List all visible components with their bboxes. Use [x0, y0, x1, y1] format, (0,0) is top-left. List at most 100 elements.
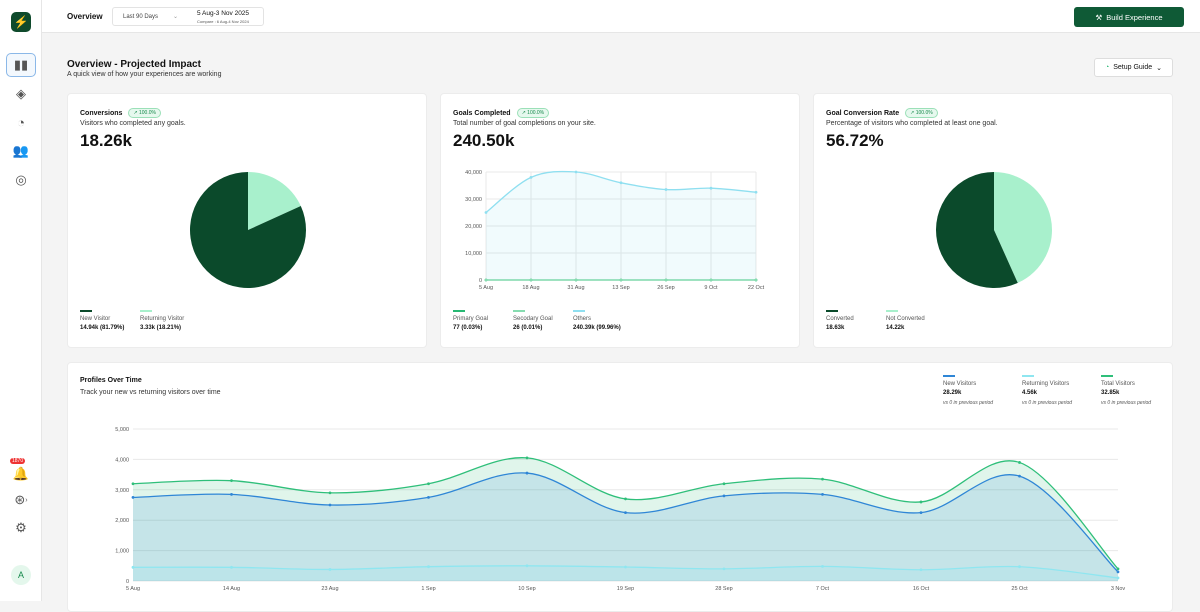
x-tick-label: 26 Sep: [657, 285, 674, 291]
data-point[interactable]: [755, 191, 758, 194]
data-point[interactable]: [427, 482, 430, 485]
data-point[interactable]: [920, 511, 923, 514]
data-point[interactable]: [624, 498, 627, 501]
x-tick-label: 16 Oct: [913, 586, 930, 592]
data-point[interactable]: [329, 504, 332, 507]
x-tick-label: 3 Nov: [1111, 586, 1126, 592]
data-point[interactable]: [230, 493, 233, 496]
target-icon[interactable]: ◎: [6, 168, 36, 192]
data-point[interactable]: [723, 494, 726, 497]
progress-icon: ◔: [1105, 64, 1109, 71]
x-tick-label: 1 Sep: [421, 586, 435, 592]
legend-label: Not Converted: [886, 316, 925, 322]
data-point[interactable]: [723, 567, 726, 570]
data-point[interactable]: [620, 279, 623, 282]
data-point[interactable]: [755, 279, 758, 282]
data-point[interactable]: [920, 501, 923, 504]
data-point[interactable]: [485, 279, 488, 282]
x-tick-label: 13 Sep: [612, 285, 629, 291]
legend-swatch: [140, 310, 152, 312]
legend-swatch: [886, 310, 898, 312]
data-point[interactable]: [575, 279, 578, 282]
legend-label: Secodary Goal: [513, 316, 553, 322]
y-tick-label: 4,000: [115, 457, 129, 463]
data-point[interactable]: [821, 478, 824, 481]
data-point[interactable]: [665, 188, 668, 191]
legend-value: 26 (0.01%): [513, 325, 553, 331]
data-point[interactable]: [132, 566, 135, 569]
data-point[interactable]: [526, 456, 529, 459]
x-tick-label: 7 Oct: [816, 586, 830, 592]
legend-swatch: [513, 310, 525, 312]
data-point[interactable]: [427, 496, 430, 499]
y-tick-label: 30,000: [465, 197, 482, 203]
data-point[interactable]: [624, 566, 627, 569]
analytics-icon[interactable]: ▮▮: [6, 53, 36, 77]
y-tick-label: 5,000: [115, 427, 129, 433]
bell-icon[interactable]: 🔔1870: [6, 462, 36, 486]
data-point[interactable]: [821, 565, 824, 568]
build-experience-button[interactable]: ⚒Build Experience: [1074, 7, 1184, 27]
data-point[interactable]: [710, 187, 713, 190]
x-tick-label: 22 Oct: [748, 285, 765, 291]
legend-label: Converted: [826, 316, 854, 322]
data-point[interactable]: [723, 482, 726, 485]
data-point[interactable]: [526, 564, 529, 567]
data-point[interactable]: [485, 211, 488, 214]
card-chart: [814, 94, 1174, 304]
legend-value: 77 (0.03%): [453, 325, 488, 331]
data-point[interactable]: [526, 472, 529, 475]
data-point[interactable]: [427, 565, 430, 568]
gear-icon[interactable]: ⚙: [6, 516, 36, 540]
data-point[interactable]: [1117, 567, 1120, 570]
x-tick-label: 23 Aug: [321, 586, 338, 592]
users-icon[interactable]: 👥: [6, 139, 36, 163]
help-icon[interactable]: ⊛ ›: [6, 488, 36, 512]
data-point[interactable]: [132, 496, 135, 499]
data-point[interactable]: [132, 482, 135, 485]
tab-overview[interactable]: Overview: [67, 12, 103, 21]
notification-badge: 1870: [10, 458, 25, 464]
app-logo[interactable]: ⚡: [11, 12, 31, 32]
profiles-card: Profiles Over Time Track your new vs ret…: [67, 362, 1173, 612]
legend-item: Primary Goal 77 (0.03%): [453, 310, 488, 331]
card-conversions: Conversions↗ 100.0% Visitors who complet…: [67, 93, 427, 348]
pie-chart-icon[interactable]: ◔: [6, 110, 36, 134]
layers-icon[interactable]: ◈: [6, 82, 36, 106]
data-point[interactable]: [530, 176, 533, 179]
x-tick-label: 18 Aug: [522, 285, 539, 291]
data-point[interactable]: [1018, 461, 1021, 464]
data-point[interactable]: [1117, 570, 1120, 573]
data-point[interactable]: [665, 279, 668, 282]
data-point[interactable]: [920, 568, 923, 571]
data-point[interactable]: [624, 511, 627, 514]
legend-value: 18.63k: [826, 325, 854, 331]
data-point[interactable]: [1117, 577, 1120, 580]
data-point[interactable]: [620, 181, 623, 184]
setup-guide-button[interactable]: ◔Setup Guide⌄: [1094, 58, 1173, 77]
y-tick-label: 1,000: [115, 549, 129, 555]
data-point[interactable]: [329, 568, 332, 571]
data-point[interactable]: [1018, 475, 1021, 478]
legend-label: Primary Goal: [453, 316, 488, 322]
data-point[interactable]: [230, 566, 233, 569]
date-range-picker[interactable]: Last 90 Days ⌄ 5 Aug-3 Nov 2025 Compare …: [112, 7, 264, 26]
setup-guide-label: Setup Guide: [1113, 64, 1152, 71]
avatar[interactable]: A: [11, 565, 31, 585]
data-point[interactable]: [1018, 565, 1021, 568]
legend-item: Secodary Goal 26 (0.01%): [513, 310, 553, 331]
legend-swatch: [573, 310, 585, 312]
legend-label: Others: [573, 316, 591, 322]
data-point[interactable]: [575, 171, 578, 174]
data-point[interactable]: [329, 491, 332, 494]
data-point[interactable]: [710, 279, 713, 282]
data-point[interactable]: [530, 279, 533, 282]
data-point[interactable]: [821, 493, 824, 496]
card-goal-conversion-rate: Goal Conversion Rate↗ 100.0% Percentage …: [813, 93, 1173, 348]
card-goals-completed: Goals Completed↗ 100.0% Total number of …: [440, 93, 800, 348]
data-point[interactable]: [230, 479, 233, 482]
legend-item: Converted 18.63k: [826, 310, 854, 331]
range-select[interactable]: Last 90 Days: [123, 14, 158, 20]
